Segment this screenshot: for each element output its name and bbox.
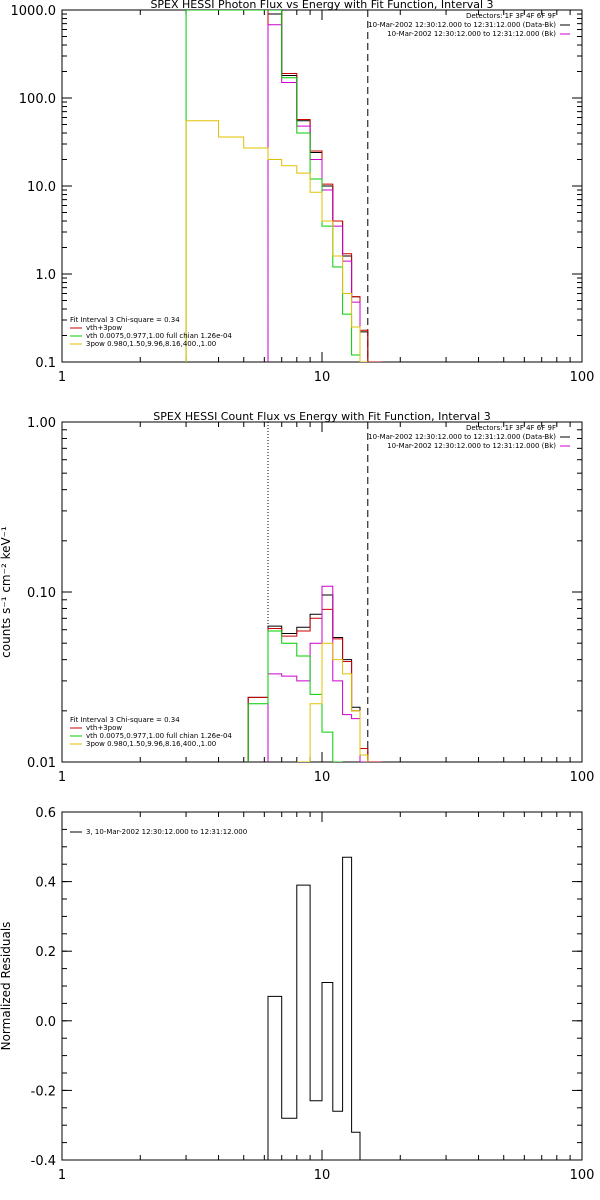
- legend-label: vth 0.0075,0.977,1.00 full chian 1.26e-0…: [86, 732, 232, 740]
- header-line: 10-Mar-2002 12:30:12.000 to 12:31:12.000…: [387, 442, 556, 450]
- y-tick-label: -0.4: [31, 1154, 56, 1169]
- series-3-histogram: [185, 10, 361, 362]
- y-axis-label: Normalized Residuals: [0, 922, 13, 1051]
- legend-label: 3, 10-Mar-2002 12:30:12.000 to 12:31:12.…: [86, 828, 247, 836]
- series-0-histogram: [267, 13, 382, 362]
- chart-1: SPEX HESSI Photon Flux vs Energy with Fi…: [11, 0, 595, 385]
- y-tick-label: 0.10: [27, 586, 56, 601]
- series-1-histogram: [247, 608, 382, 762]
- x-tick-label: 1: [58, 370, 66, 385]
- y-tick-label: 10.0: [27, 180, 56, 195]
- y-axis-label: counts s⁻¹ cm⁻² keV⁻¹: [0, 526, 13, 658]
- x-tick-label: 1: [58, 770, 66, 785]
- chart-3: 1 10 100 -0.4 -0.2 0.0 0.2 0.4 0.6 Normalized Res…: [0, 806, 594, 1183]
- legend-label: vth+3pow: [86, 724, 122, 732]
- x-tick-label: 10: [314, 770, 331, 785]
- legend-title: Fit Interval 3 Chi-square = 0.34: [70, 716, 180, 724]
- legend-label: 3pow 0.980,1.50,9.96,8.16,400.,1.00: [86, 340, 216, 348]
- header-line: 10-Mar-2002 12:30:12.000 to 12:31:12.000…: [368, 21, 556, 29]
- legend-title: Fit Interval 3 Chi-square = 0.34: [70, 316, 180, 324]
- x-tick-label: 100: [570, 770, 595, 785]
- header-line: 10-Mar-2002 12:30:12.000 to 12:31:12.000…: [368, 433, 556, 441]
- y-tick-label: 100.0: [19, 92, 56, 107]
- x-tick-label: 10: [314, 1168, 331, 1183]
- legend-label: 3pow 0.980,1.50,9.96,8.16,400.,1.00: [86, 740, 216, 748]
- y-tick-label: 0.0: [35, 1015, 56, 1030]
- chart-2: SPEX HESSI Count Flux vs Energy with Fit…: [0, 410, 594, 785]
- y-tick-label: 0.4: [35, 876, 56, 891]
- header-line: Detectors: 1F 3F 4F 6F 9F: [466, 424, 556, 432]
- header-line: 10-Mar-2002 12:30:12.000 to 12:31:12.000…: [387, 30, 556, 38]
- x-tick-label: 100: [570, 1168, 595, 1183]
- series-3-histogram: [247, 630, 343, 762]
- y-tick-label: 0.2: [35, 945, 56, 960]
- series-4-histogram: [296, 642, 369, 762]
- header-line: Detectors: 1F 3F 4F 6F 9F: [466, 12, 556, 20]
- legend-label: vth+3pow: [86, 324, 122, 332]
- series-0-histogram: [267, 856, 361, 1160]
- x-tick-label: 1: [58, 1168, 66, 1183]
- chart-title: SPEX HESSI Count Flux vs Energy with Fit…: [153, 410, 490, 423]
- chart-title: SPEX HESSI Photon Flux vs Energy with Fi…: [150, 0, 493, 11]
- y-tick-label: 1000.0: [11, 4, 57, 19]
- y-tick-label: 1.0: [35, 268, 56, 283]
- x-tick-label: 100: [570, 370, 595, 385]
- y-tick-label: 0.6: [35, 806, 56, 821]
- series-4-histogram: [185, 120, 368, 362]
- y-tick-label: -0.2: [31, 1084, 56, 1099]
- y-tick-label: 0.01: [27, 756, 56, 771]
- y-tick-label: 0.1: [35, 356, 56, 371]
- legend-label: vth 0.0075,0.977,1.00 full chian 1.26e-0…: [86, 332, 232, 340]
- x-tick-label: 10: [314, 370, 331, 385]
- y-tick-label: 1.00: [27, 416, 56, 431]
- series-2-histogram: [267, 585, 368, 762]
